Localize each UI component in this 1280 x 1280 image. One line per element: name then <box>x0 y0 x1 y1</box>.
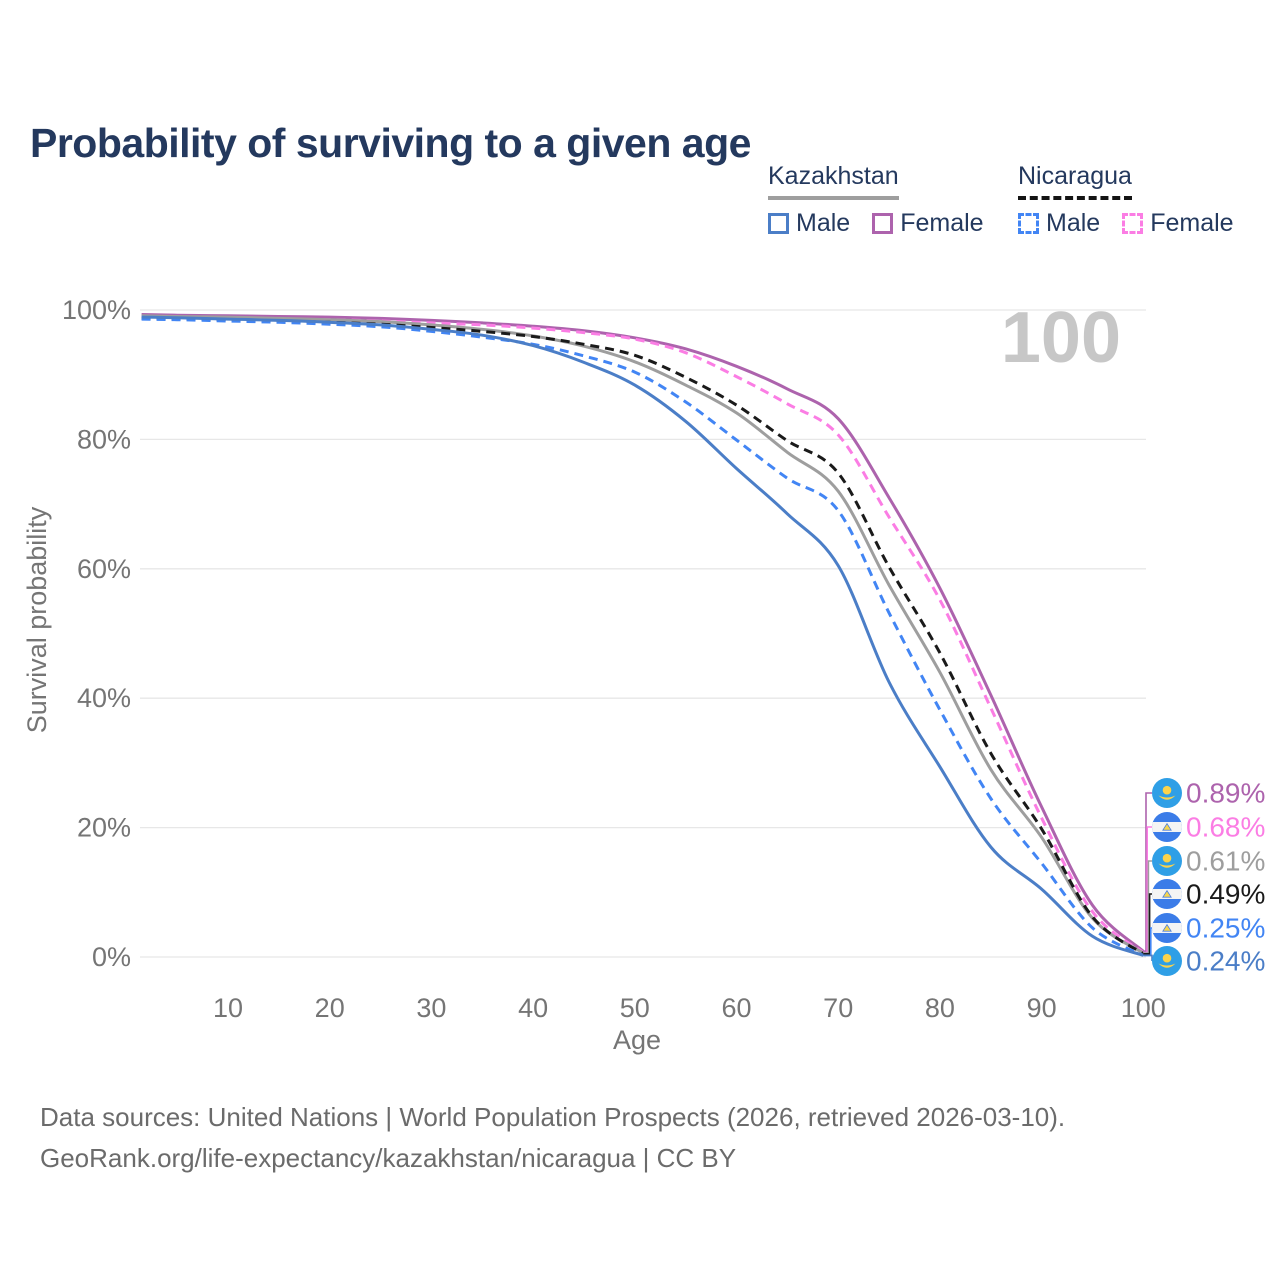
legend-swatch-nicaragua-male <box>1018 213 1039 234</box>
series-line-nicaragua-male <box>141 317 1145 957</box>
end-value-label: 0.68% <box>1186 812 1265 843</box>
footer-attribution: GeoRank.org/life-expectancy/kazakhstan/n… <box>40 1143 737 1173</box>
legend-row-nicaragua: Male Female <box>1018 209 1234 238</box>
legend-swatch-kazakhstan-male <box>768 213 789 234</box>
series-line-kazakhstan-both-sexes <box>141 314 1145 955</box>
end-value-label: 0.24% <box>1186 946 1265 977</box>
x-tick-label: 20 <box>315 993 345 1023</box>
y-tick-label: 80% <box>77 424 131 454</box>
series-line-kazakhstan-female <box>141 313 1145 953</box>
series-curves <box>141 313 1145 957</box>
y-tick-label: 100% <box>62 295 131 325</box>
x-tick-label: 50 <box>620 993 650 1023</box>
series-line-nicaragua-both-sexes <box>141 316 1145 956</box>
y-tick-label: 20% <box>77 813 131 843</box>
y-axis-title: Survival probability <box>22 506 52 733</box>
legend-label-kazakhstan-male: Male <box>796 209 851 237</box>
y-tick-label: 60% <box>77 554 131 584</box>
page-title: Probability of surviving to a given age <box>30 120 751 167</box>
end-value-label: 0.49% <box>1186 879 1265 910</box>
footer-data-sources: Data sources: United Nations | World Pop… <box>40 1102 1066 1132</box>
nicaragua-flag-icon <box>1152 879 1182 909</box>
nicaragua-flag-icon <box>1152 913 1182 943</box>
legend-group-kazakhstan: Kazakhstan Male Female <box>768 162 984 238</box>
x-tick-label: 100 <box>1121 993 1166 1023</box>
kazakhstan-flag-icon <box>1152 946 1182 976</box>
x-tick-label: 30 <box>416 993 446 1023</box>
series-line-nicaragua-female <box>141 315 1145 954</box>
legend-swatch-nicaragua-female <box>1122 213 1144 234</box>
leader-lines <box>1143 792 1153 961</box>
x-tick-label: 40 <box>518 993 548 1023</box>
series-line-kazakhstan-male <box>141 315 1144 957</box>
leader-line <box>1143 954 1153 961</box>
kazakhstan-flag-icon <box>1152 778 1182 808</box>
y-tick-label: 40% <box>77 683 131 713</box>
flag-icons <box>1152 778 1182 976</box>
x-tick-label: 70 <box>823 993 853 1023</box>
legend-country-kazakhstan: Kazakhstan <box>768 162 899 200</box>
end-value-label: 0.25% <box>1186 913 1265 944</box>
legend-label-nicaragua-male: Male <box>1046 209 1101 237</box>
axis-tick-labels: 0% 20% 40% 60% 80% 100% 10 20 30 40 50 60 70 80 90 100 <box>62 295 1166 1023</box>
legend-group-nicaragua: Nicaragua Male Female <box>1018 162 1234 238</box>
legend-row-kazakhstan: Male Female <box>768 209 984 238</box>
x-tick-label: 80 <box>925 993 955 1023</box>
end-value-labels: 0.89%0.68%0.61%0.49%0.25%0.24% <box>1186 778 1265 977</box>
y-tick-label: 0% <box>92 942 131 972</box>
footer: Data sources: United Nations | World Pop… <box>40 1097 1065 1179</box>
x-tick-label: 60 <box>721 993 751 1023</box>
nicaragua-flag-icon <box>1152 812 1182 842</box>
kazakhstan-flag-icon <box>1152 846 1182 876</box>
leader-line <box>1143 893 1152 955</box>
gridlines <box>140 309 1146 958</box>
legend-country-nicaragua: Nicaragua <box>1018 162 1132 200</box>
legend-label-nicaragua-female: Female <box>1150 209 1234 237</box>
x-tick-label: 10 <box>213 993 243 1023</box>
legend-label-kazakhstan-female: Female <box>900 209 984 237</box>
end-value-label: 0.89% <box>1186 778 1265 809</box>
x-axis-title: Age <box>613 1025 661 1055</box>
end-value-label: 0.61% <box>1186 846 1265 877</box>
x-tick-label: 90 <box>1027 993 1057 1023</box>
age-watermark: 100 <box>1001 298 1121 378</box>
leader-line <box>1143 792 1152 952</box>
legend-swatch-kazakhstan-female <box>872 213 894 234</box>
